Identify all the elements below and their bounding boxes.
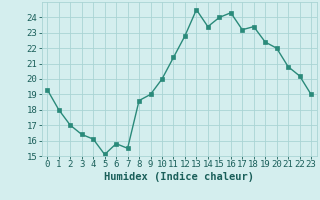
X-axis label: Humidex (Indice chaleur): Humidex (Indice chaleur) (104, 172, 254, 182)
